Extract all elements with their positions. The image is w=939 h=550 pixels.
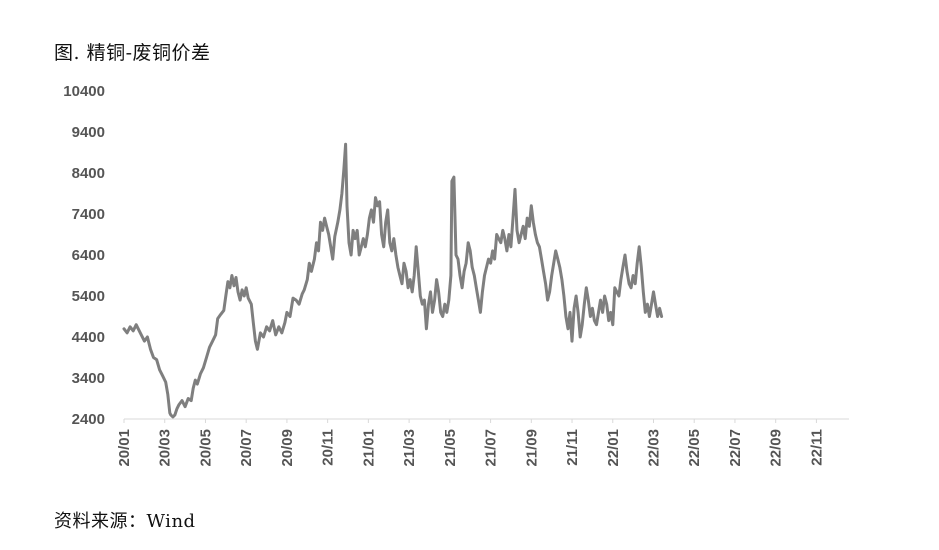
x-tick-label: 22/11	[808, 429, 825, 466]
y-tick-label: 7400	[72, 206, 105, 223]
y-tick-label: 4400	[72, 329, 105, 346]
x-tick-label: 20/09	[279, 429, 296, 467]
y-axis: 10400 9400 8400 7400 6400 5400 4400 3400 2400	[63, 83, 105, 428]
x-tick-label: 21/11	[564, 429, 581, 466]
series-line-price-spread	[122, 142, 664, 419]
x-tick-label: 21/07	[483, 429, 500, 467]
x-tick-label: 22/01	[605, 429, 622, 467]
x-tick-label: 22/07	[727, 429, 744, 467]
y-tick-label: 2400	[72, 411, 105, 428]
x-tick-label: 21/03	[401, 429, 418, 467]
x-tick-label: 20/03	[157, 429, 174, 467]
x-tick-label: 21/01	[360, 429, 377, 467]
x-axis: 20/01 20/03 20/05 20/07 20/09 20/11 21/01 21/03…	[116, 419, 825, 467]
source-note: 资料来源：Wind	[54, 511, 196, 532]
chart-title: 图. 精铜-废铜价差	[54, 42, 211, 64]
x-tick-label: 21/05	[442, 429, 459, 467]
y-tick-label: 5400	[72, 288, 105, 305]
y-tick-label: 9400	[72, 124, 105, 141]
x-tick-label: 21/09	[523, 429, 540, 467]
y-tick-label: 6400	[72, 247, 105, 264]
x-tick-label: 20/01	[116, 429, 133, 467]
x-tick-label: 22/09	[768, 429, 785, 467]
y-tick-label: 10400	[63, 83, 105, 100]
x-tick-label: 20/07	[238, 429, 255, 467]
y-tick-label: 3400	[72, 370, 105, 387]
x-tick-label: 20/05	[197, 429, 214, 467]
x-tick-label: 20/11	[320, 429, 337, 466]
x-tick-label: 22/03	[645, 429, 662, 467]
y-tick-label: 8400	[72, 165, 105, 182]
x-tick-label: 22/05	[686, 429, 703, 467]
